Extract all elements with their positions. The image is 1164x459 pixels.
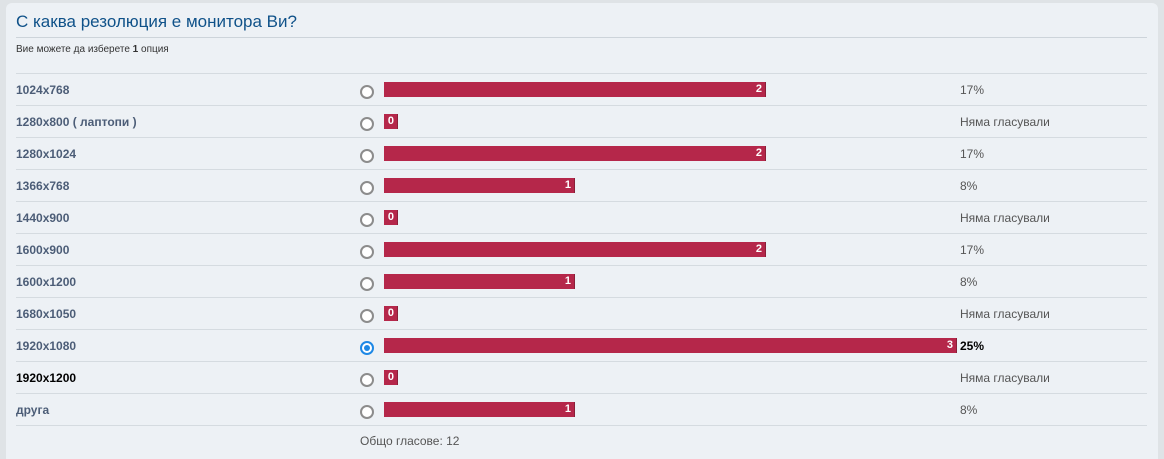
poll-result-percent: 17% [960, 147, 985, 161]
poll-info: Вие можете да изберете 1 опция [16, 44, 169, 55]
poll-result-percent: 8% [960, 275, 978, 289]
poll-option-row: 1600x900 2 17% [16, 234, 1147, 266]
poll-result-bar: 2 [384, 82, 766, 97]
poll-info-suffix: опция [141, 44, 169, 55]
poll-option-label: 1600x1200 [16, 275, 77, 289]
poll-result-count: 2 [755, 83, 762, 95]
poll-option-label: 1024x768 [16, 83, 70, 97]
poll-option-row: друга 1 8% [16, 394, 1147, 426]
poll-options-list: 1024x768 2 17% 1280x800 ( лаптопи ) 0 Няма гл… [16, 73, 1147, 426]
poll-result-count: 1 [564, 179, 571, 191]
poll-option-row: 1600x1200 1 8% [16, 266, 1147, 298]
poll-result-percent: Няма гласували [960, 371, 1050, 385]
poll-result-bar: 1 [384, 274, 575, 289]
poll-option-label: 1600x900 [16, 243, 70, 257]
poll-option-label: 1440x900 [16, 211, 70, 225]
poll-info-count: 1 [132, 44, 139, 55]
poll-result-bar: 3 [384, 338, 957, 353]
poll-result-percent: 8% [960, 403, 978, 417]
poll-result-bar: 0 [384, 114, 398, 129]
poll-result-bar: 1 [384, 402, 575, 417]
poll-option-row: 1280x800 ( лаптопи ) 0 Няма гласували [16, 106, 1147, 138]
title-divider [16, 37, 1147, 38]
poll-info-prefix: Вие можете да изберете [16, 44, 130, 55]
poll-result-bar: 0 [384, 306, 398, 321]
poll-result-percent: Няма гласували [960, 115, 1050, 129]
poll-result-count: 0 [387, 371, 394, 383]
poll-option-label: 1920x1200 [16, 371, 77, 385]
poll-result-bar: 1 [384, 178, 575, 193]
poll-result-count: 0 [387, 115, 394, 127]
poll-panel: С каква резолюция е монитора Ви? Вие мож… [6, 3, 1158, 459]
poll-option-radio[interactable] [360, 149, 374, 163]
poll-result-percent: 17% [960, 83, 985, 97]
poll-option-radio[interactable] [360, 117, 374, 131]
poll-result-count: 1 [564, 275, 571, 287]
poll-option-radio[interactable] [360, 373, 374, 387]
poll-option-radio[interactable] [360, 213, 374, 227]
poll-option-label: друга [16, 403, 50, 417]
poll-option-label: 1280x800 ( лаптопи ) [16, 115, 137, 129]
poll-total-votes: Общо гласове: 12 [360, 434, 460, 448]
poll-option-radio[interactable] [360, 405, 374, 419]
poll-result-percent: 8% [960, 179, 978, 193]
poll-option-label: 1920x1080 [16, 339, 77, 353]
poll-result-percent: Няма гласували [960, 307, 1050, 321]
poll-result-count: 2 [755, 147, 762, 159]
poll-result-bar: 0 [384, 210, 398, 225]
poll-option-label: 1680x1050 [16, 307, 77, 321]
poll-result-percent: Няма гласували [960, 211, 1050, 225]
poll-result-count: 0 [387, 307, 394, 319]
poll-result-count: 2 [755, 243, 762, 255]
poll-option-label: 1366x768 [16, 179, 70, 193]
poll-option-row: 1366x768 1 8% [16, 170, 1147, 202]
poll-result-count: 1 [564, 403, 571, 415]
poll-option-radio[interactable] [360, 341, 374, 355]
poll-question: С каква резолюция е монитора Ви? [16, 12, 297, 31]
poll-option-row: 1920x1080 3 25% [16, 330, 1147, 362]
poll-result-percent: 25% [960, 339, 985, 353]
poll-option-row: 1920x1200 0 Няма гласували [16, 362, 1147, 394]
poll-result-bar: 0 [384, 370, 398, 385]
poll-option-radio[interactable] [360, 181, 374, 195]
poll-option-label: 1280x1024 [16, 147, 77, 161]
poll-option-row: 1440x900 0 Няма гласували [16, 202, 1147, 234]
poll-option-radio[interactable] [360, 277, 374, 291]
poll-option-radio[interactable] [360, 85, 374, 99]
poll-option-radio[interactable] [360, 245, 374, 259]
poll-option-row: 1680x1050 0 Няма гласували [16, 298, 1147, 330]
poll-result-count: 0 [387, 211, 394, 223]
poll-option-row: 1024x768 2 17% [16, 74, 1147, 106]
poll-option-row: 1280x1024 2 17% [16, 138, 1147, 170]
poll-result-count: 3 [946, 339, 953, 351]
poll-result-bar: 2 [384, 146, 766, 161]
poll-result-bar: 2 [384, 242, 766, 257]
poll-result-percent: 17% [960, 243, 985, 257]
poll-option-radio[interactable] [360, 309, 374, 323]
